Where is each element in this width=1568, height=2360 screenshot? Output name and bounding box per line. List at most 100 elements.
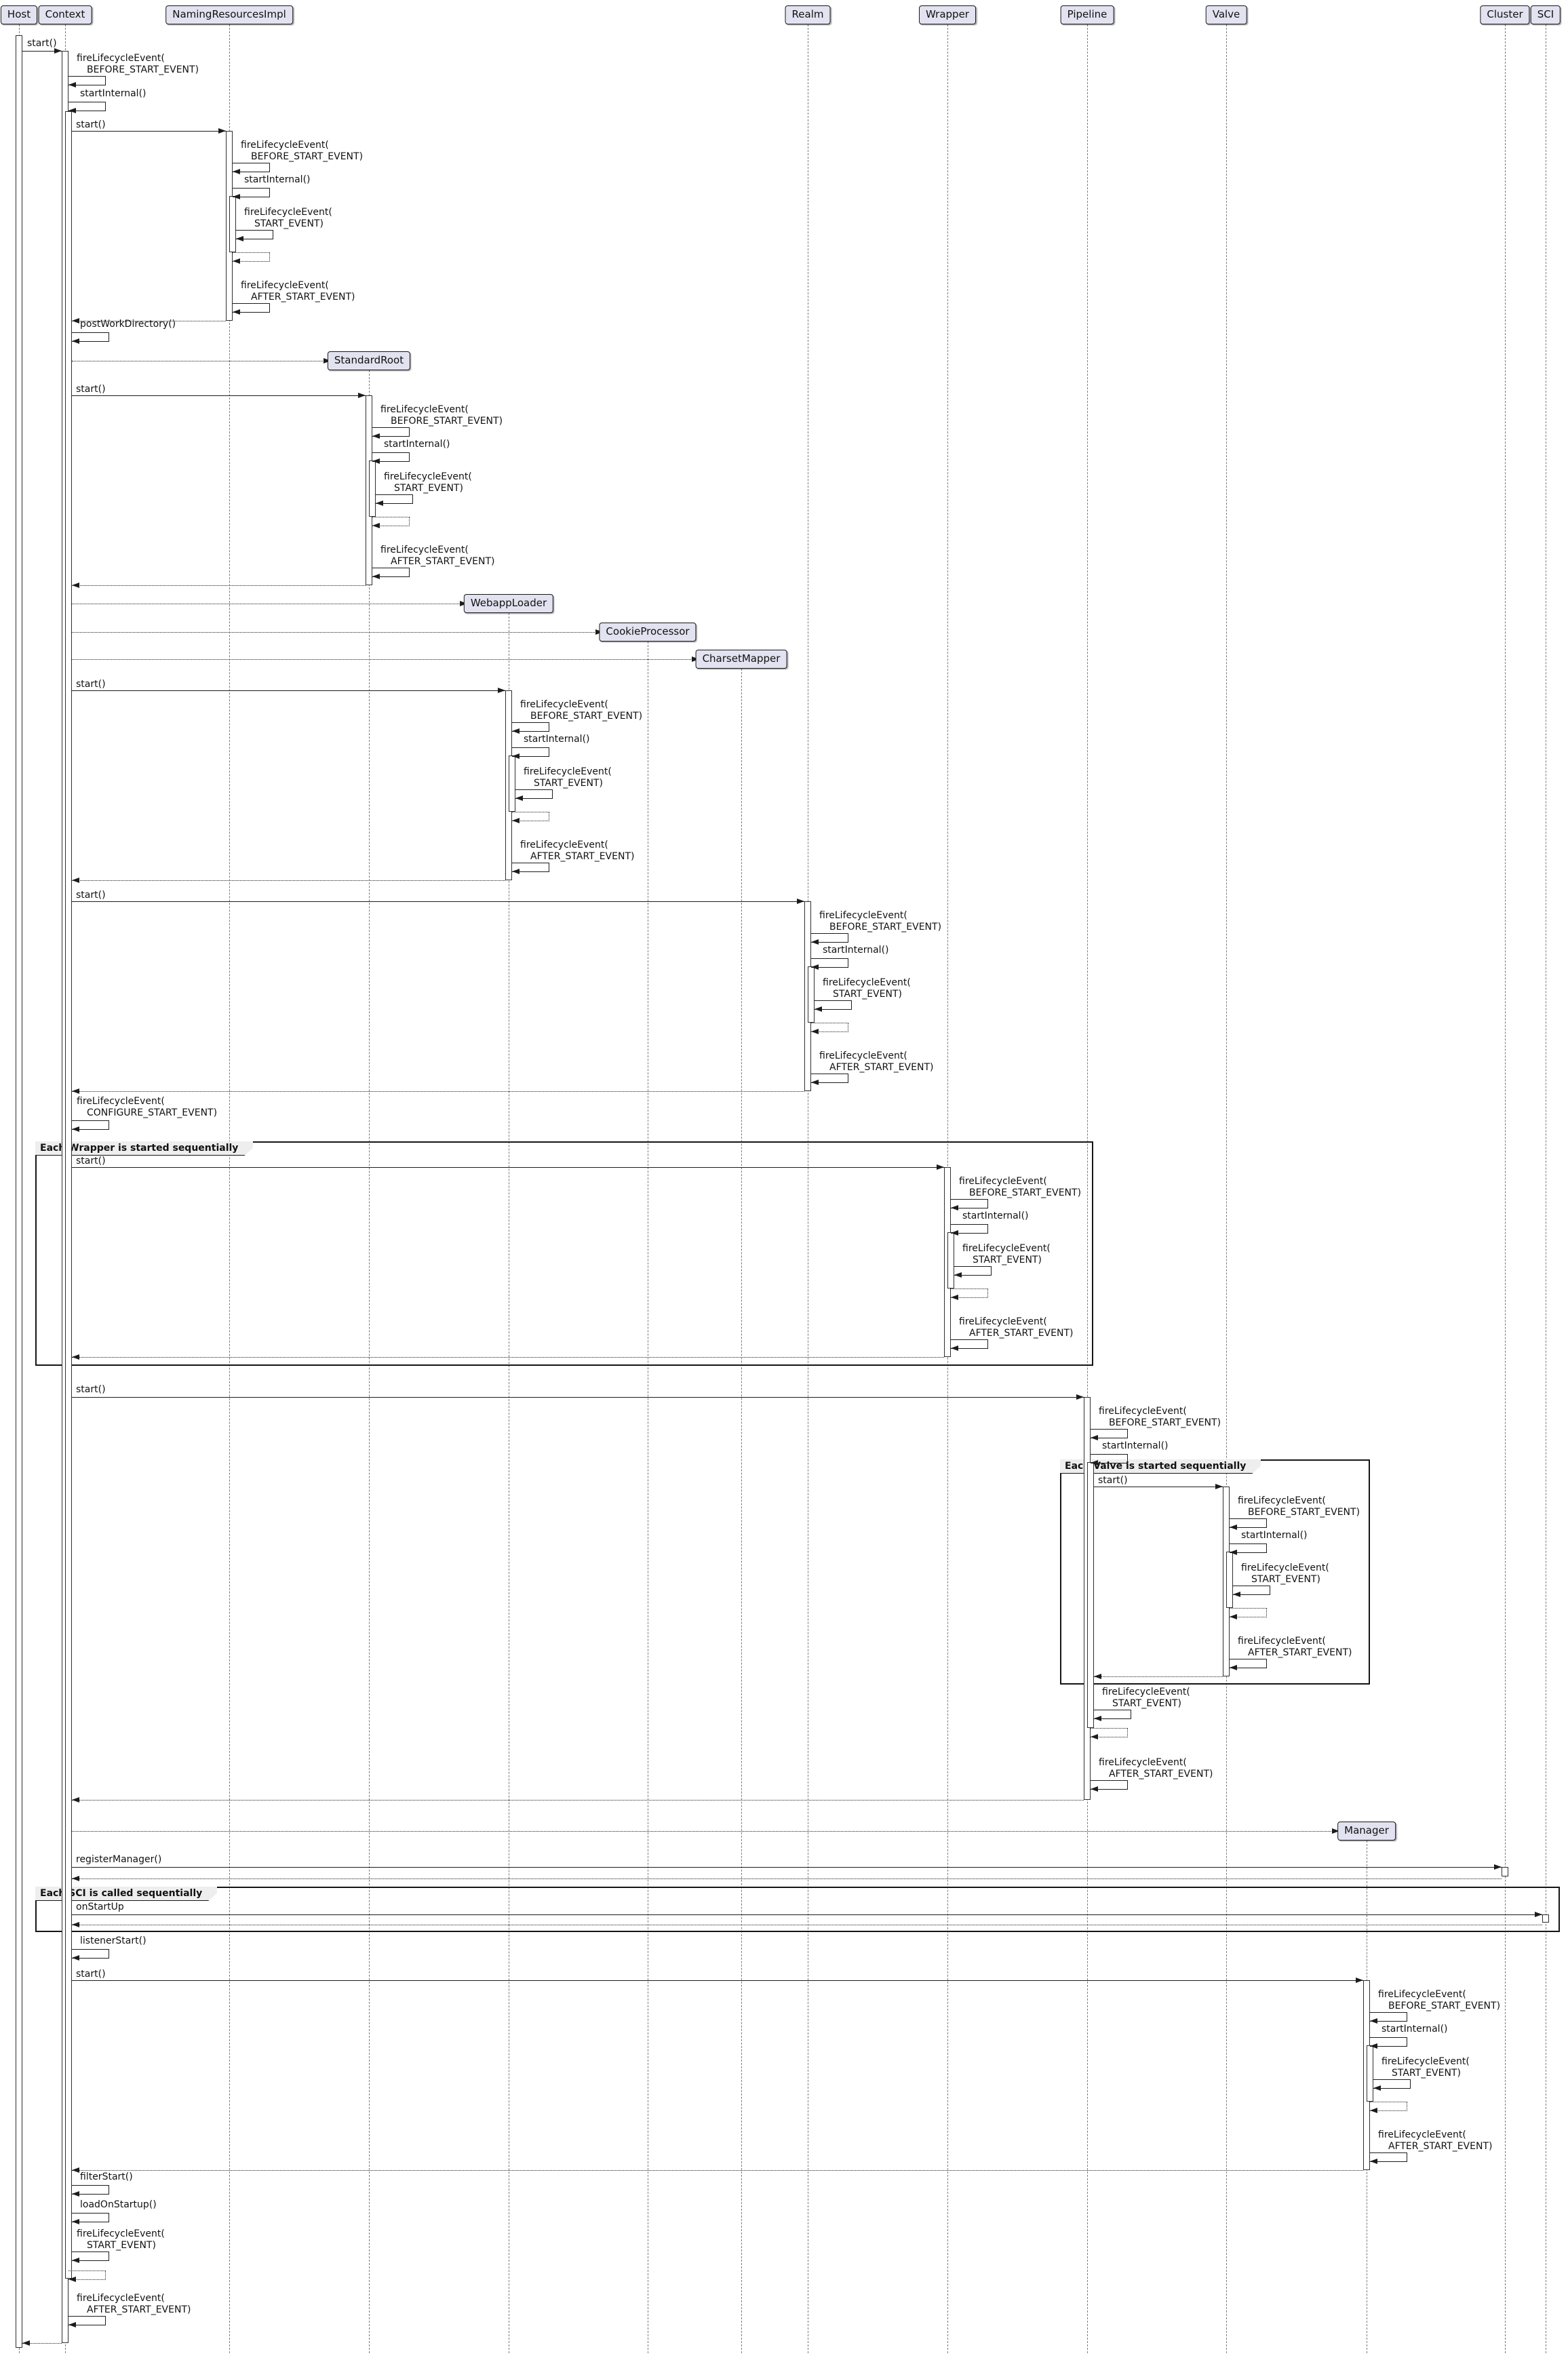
self-call-loop	[72, 2213, 109, 2222]
message-label: fireLifecycleEvent(START_EVENT)	[1102, 1687, 1190, 1710]
arrowhead-icon	[72, 1354, 79, 1360]
message-label: startInternal()	[823, 945, 889, 956]
message-label-line: START_EVENT)	[394, 483, 463, 494]
self-call-loop	[951, 1224, 988, 1234]
message-label: start()	[76, 119, 106, 131]
self-call-loop	[512, 863, 549, 872]
message-label: fireLifecycleEvent(BEFORE_START_EVENT)	[819, 910, 941, 933]
arrowhead-icon	[68, 108, 76, 113]
self-call-loop	[72, 1120, 109, 1130]
self-call-loop	[72, 332, 109, 342]
message-label-line: AFTER_START_EVENT)	[1109, 1769, 1213, 1779]
self-call-loop	[372, 427, 410, 437]
self-call-loop	[951, 1199, 988, 1208]
message-label-line: fireLifecycleEvent(	[1099, 1757, 1187, 1768]
arrowhead-icon	[233, 194, 240, 199]
self-call-loop	[811, 958, 848, 968]
message-label-line: AFTER_START_EVENT)	[1388, 2141, 1493, 2152]
self-call-loop	[512, 722, 549, 732]
arrowhead-icon	[72, 2219, 79, 2224]
message-label-line: fireLifecycleEvent(	[962, 1243, 1051, 1254]
arrowhead-icon	[1091, 1786, 1098, 1792]
self-call-loop	[815, 1000, 852, 1010]
return-arrow	[1094, 1676, 1223, 1677]
message-label: start()	[76, 1969, 106, 1980]
message-label-line: filterStart()	[80, 2171, 133, 2182]
message-label: startInternal()	[1102, 1440, 1169, 1452]
arrowhead-icon	[951, 1345, 958, 1351]
self-call-loop	[811, 1074, 848, 1083]
message-label-line: fireLifecycleEvent(	[959, 1176, 1047, 1187]
activation-bar	[1502, 1867, 1508, 1876]
arrowhead-icon	[811, 939, 819, 945]
message-label: start()	[76, 1384, 106, 1396]
self-call-loop	[515, 789, 553, 799]
arrowhead-icon	[72, 338, 79, 344]
self-call-loop	[1091, 1429, 1128, 1438]
message-label-line: START_EVENT)	[833, 989, 902, 1000]
self-call-loop	[72, 1949, 109, 1959]
message-label: start()	[76, 1156, 106, 1167]
arrowhead-icon	[72, 878, 79, 883]
message-arrow	[72, 901, 804, 902]
participant-host: Host	[0, 5, 38, 24]
message-label: fireLifecycleEvent(START_EVENT)	[823, 977, 911, 1000]
message-label: start()	[76, 679, 106, 690]
arrowhead-icon	[1535, 1912, 1542, 1917]
frame-each-wrapper: Each Wrapper is started sequentially	[35, 1141, 1093, 1366]
message-label-line: loadOnStartup()	[80, 2199, 157, 2210]
arrowhead-icon	[460, 601, 467, 606]
participant-pipeline: Pipeline	[1060, 5, 1114, 24]
self-call-loop	[68, 2316, 106, 2325]
self-return-loop	[372, 517, 410, 526]
self-return-loop	[512, 812, 549, 821]
self-call-loop	[1370, 2037, 1407, 2047]
self-call-loop	[372, 452, 410, 462]
message-label: fireLifecycleEvent(BEFORE_START_EVENT)	[380, 404, 503, 427]
message-label: fireLifecycleEvent(AFTER_START_EVENT)	[1238, 1636, 1352, 1659]
arrowhead-icon	[72, 1876, 79, 1881]
self-call-loop	[1230, 1543, 1267, 1553]
participant-manager: Manager	[1337, 1822, 1396, 1841]
arrowhead-icon	[692, 656, 699, 662]
message-label: fireLifecycleEvent(BEFORE_START_EVENT)	[1099, 1406, 1221, 1429]
message-label-line: start()	[76, 1969, 106, 1980]
arrowhead-icon	[1373, 2085, 1381, 2091]
message-label: fireLifecycleEvent(AFTER_START_EVENT)	[819, 1050, 933, 1074]
arrowhead-icon	[512, 869, 520, 874]
arrowhead-icon	[811, 1029, 819, 1034]
message-label: startInternal()	[244, 174, 311, 186]
activation-bar	[947, 1232, 954, 1289]
message-label-line: start()	[27, 38, 57, 49]
message-label: fireLifecycleEvent(START_EVENT)	[962, 1243, 1051, 1266]
self-call-loop	[811, 933, 848, 943]
create-arrow	[72, 659, 699, 660]
activation-bar	[65, 111, 72, 2279]
message-label-line: BEFORE_START_EVENT)	[829, 922, 942, 932]
message-label: onStartUp	[76, 1902, 124, 1913]
message-label-line: AFTER_START_EVENT)	[1248, 1647, 1352, 1658]
arrowhead-icon	[68, 82, 76, 87]
message-label: fireLifecycleEvent(BEFORE_START_EVENT)	[959, 1176, 1081, 1199]
message-label: fireLifecycleEvent(BEFORE_START_EVENT)	[1238, 1495, 1360, 1518]
message-label: fireLifecycleEvent(START_EVENT)	[1381, 2056, 1470, 2079]
message-label-line: fireLifecycleEvent(	[1378, 2129, 1466, 2140]
self-return-loop	[1091, 1728, 1128, 1737]
message-label-line: fireLifecycleEvent(	[244, 207, 332, 218]
message-label-line: START_EVENT)	[87, 2240, 156, 2251]
self-call-loop	[1230, 1518, 1267, 1528]
participant-charsetmapper: CharsetMapper	[695, 650, 787, 669]
arrowhead-icon	[937, 1164, 944, 1170]
message-label-line: fireLifecycleEvent(	[520, 699, 608, 710]
self-call-loop	[233, 188, 270, 197]
message-label: fireLifecycleEvent(AFTER_START_EVENT)	[380, 545, 494, 568]
lifeline-namingresourcesimpl	[229, 24, 230, 2353]
message-arrow	[72, 1914, 1542, 1915]
arrowhead-icon	[233, 258, 240, 264]
activation-bar	[1226, 1552, 1233, 1608]
message-label-line: fireLifecycleEvent(	[77, 2293, 165, 2304]
self-return-loop	[233, 252, 270, 262]
message-label-line: start()	[76, 1384, 106, 1395]
arrowhead-icon	[372, 433, 380, 439]
arrowhead-icon	[72, 583, 79, 588]
